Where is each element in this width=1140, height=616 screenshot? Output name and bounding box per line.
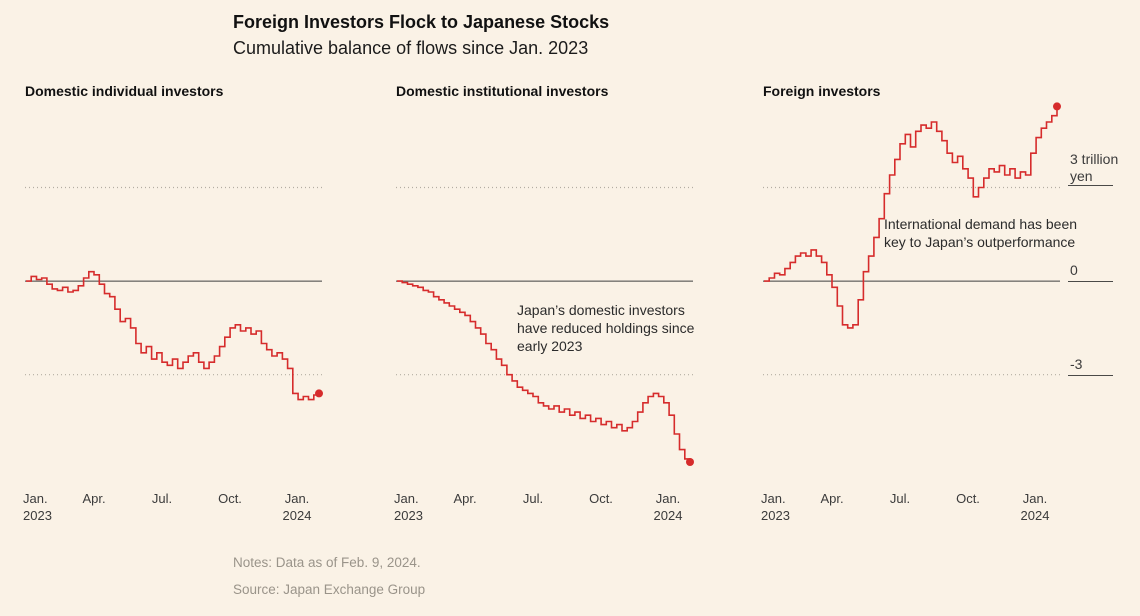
y-axis-tick-minus3: [1068, 375, 1113, 376]
x-tick-jan-2024: Jan. 2024: [654, 490, 683, 524]
step-line-chart-foreign: [763, 102, 1061, 376]
step-line-chart-domestic-individual: [25, 186, 323, 401]
y-axis-tick-3: [1068, 185, 1113, 186]
panel-domestic-institutional: Domestic institutional investors Jan. 20…: [394, 83, 694, 523]
y-axis-label-minus3: -3: [1070, 356, 1083, 372]
x-tick-oct: Oct.: [589, 491, 613, 506]
series-step-line: [764, 106, 1058, 329]
x-axis-labels: Jan. 2023 Apr. Jul. Oct. Jan. 2024: [23, 490, 322, 526]
x-tick-jan-2023: Jan. 2023: [394, 490, 423, 524]
x-tick-jan-2024: Jan. 2024: [1021, 490, 1050, 524]
x-tick-year: 2023: [761, 508, 790, 523]
notes-text: Notes: Data as of Feb. 9, 2024.: [233, 555, 421, 570]
panel-title-foreign: Foreign investors: [763, 83, 881, 99]
x-tick-jul: Jul.: [522, 491, 544, 506]
x-tick-jul: Jul.: [151, 491, 173, 506]
chart-title: Foreign Investors Flock to Japanese Stoc…: [233, 12, 610, 32]
x-tick-year: 2023: [394, 508, 423, 523]
panel-foreign: Foreign investors Jan. 2023 Apr. Jul. Oc…: [761, 83, 1061, 523]
x-tick-label: Jan.: [761, 491, 786, 506]
x-tick-label: Jan.: [394, 491, 419, 506]
x-tick-year: 2023: [23, 508, 52, 523]
x-tick-jan-2023: Jan. 2023: [23, 490, 52, 524]
x-tick-jan-2024: Jan. 2024: [283, 490, 312, 524]
x-tick-apr: Apr.: [82, 491, 106, 506]
panel-title-domestic-institutional: Domestic institutional investors: [396, 83, 609, 99]
x-tick-label: Jan.: [655, 491, 681, 506]
series-end-dot: [686, 458, 694, 466]
source-text: Source: Japan Exchange Group: [233, 582, 426, 597]
x-axis-labels: Jan. 2023 Apr. Jul. Oct. Jan. 2024: [761, 490, 1060, 526]
x-tick-year: 2024: [282, 508, 312, 523]
series-step-line: [26, 270, 320, 401]
x-tick-year: 2024: [1020, 508, 1050, 523]
x-tick-label: Jan.: [1022, 491, 1048, 506]
y-axis-label-0: 0: [1070, 262, 1078, 278]
chart-subtitle: Cumulative balance of flows since Jan. 2…: [233, 38, 589, 58]
series-step-line: [397, 280, 691, 462]
x-tick-year: 2024: [653, 508, 683, 523]
annotation-international-demand: International demand has been key to Jap…: [884, 216, 1078, 250]
series-end-dot: [315, 389, 323, 398]
x-tick-oct: Oct.: [956, 491, 980, 506]
x-tick-label: Jan.: [284, 491, 310, 506]
step-line-chart-domestic-institutional: [396, 186, 694, 466]
y-axis-tick-0: [1068, 281, 1113, 282]
x-tick-apr: Apr.: [820, 491, 844, 506]
x-tick-jan-2023: Jan. 2023: [761, 490, 790, 524]
x-tick-jul: Jul.: [889, 491, 911, 506]
panel-title-domestic-individual: Domestic individual investors: [25, 83, 224, 99]
annotation-domestic-investors: Japan’s domestic investors have reduced …: [517, 302, 695, 354]
x-tick-oct: Oct.: [218, 491, 242, 506]
x-axis-labels: Jan. 2023 Apr. Jul. Oct. Jan. 2024: [394, 490, 693, 526]
x-tick-apr: Apr.: [453, 491, 477, 506]
series-end-dot: [1053, 102, 1061, 111]
x-tick-label: Jan.: [23, 491, 48, 506]
y-axis-label-3-trillion: 3 trillion yen: [1070, 151, 1119, 184]
panel-domestic-individual: Domestic individual investors Jan. 2023 …: [23, 83, 323, 523]
